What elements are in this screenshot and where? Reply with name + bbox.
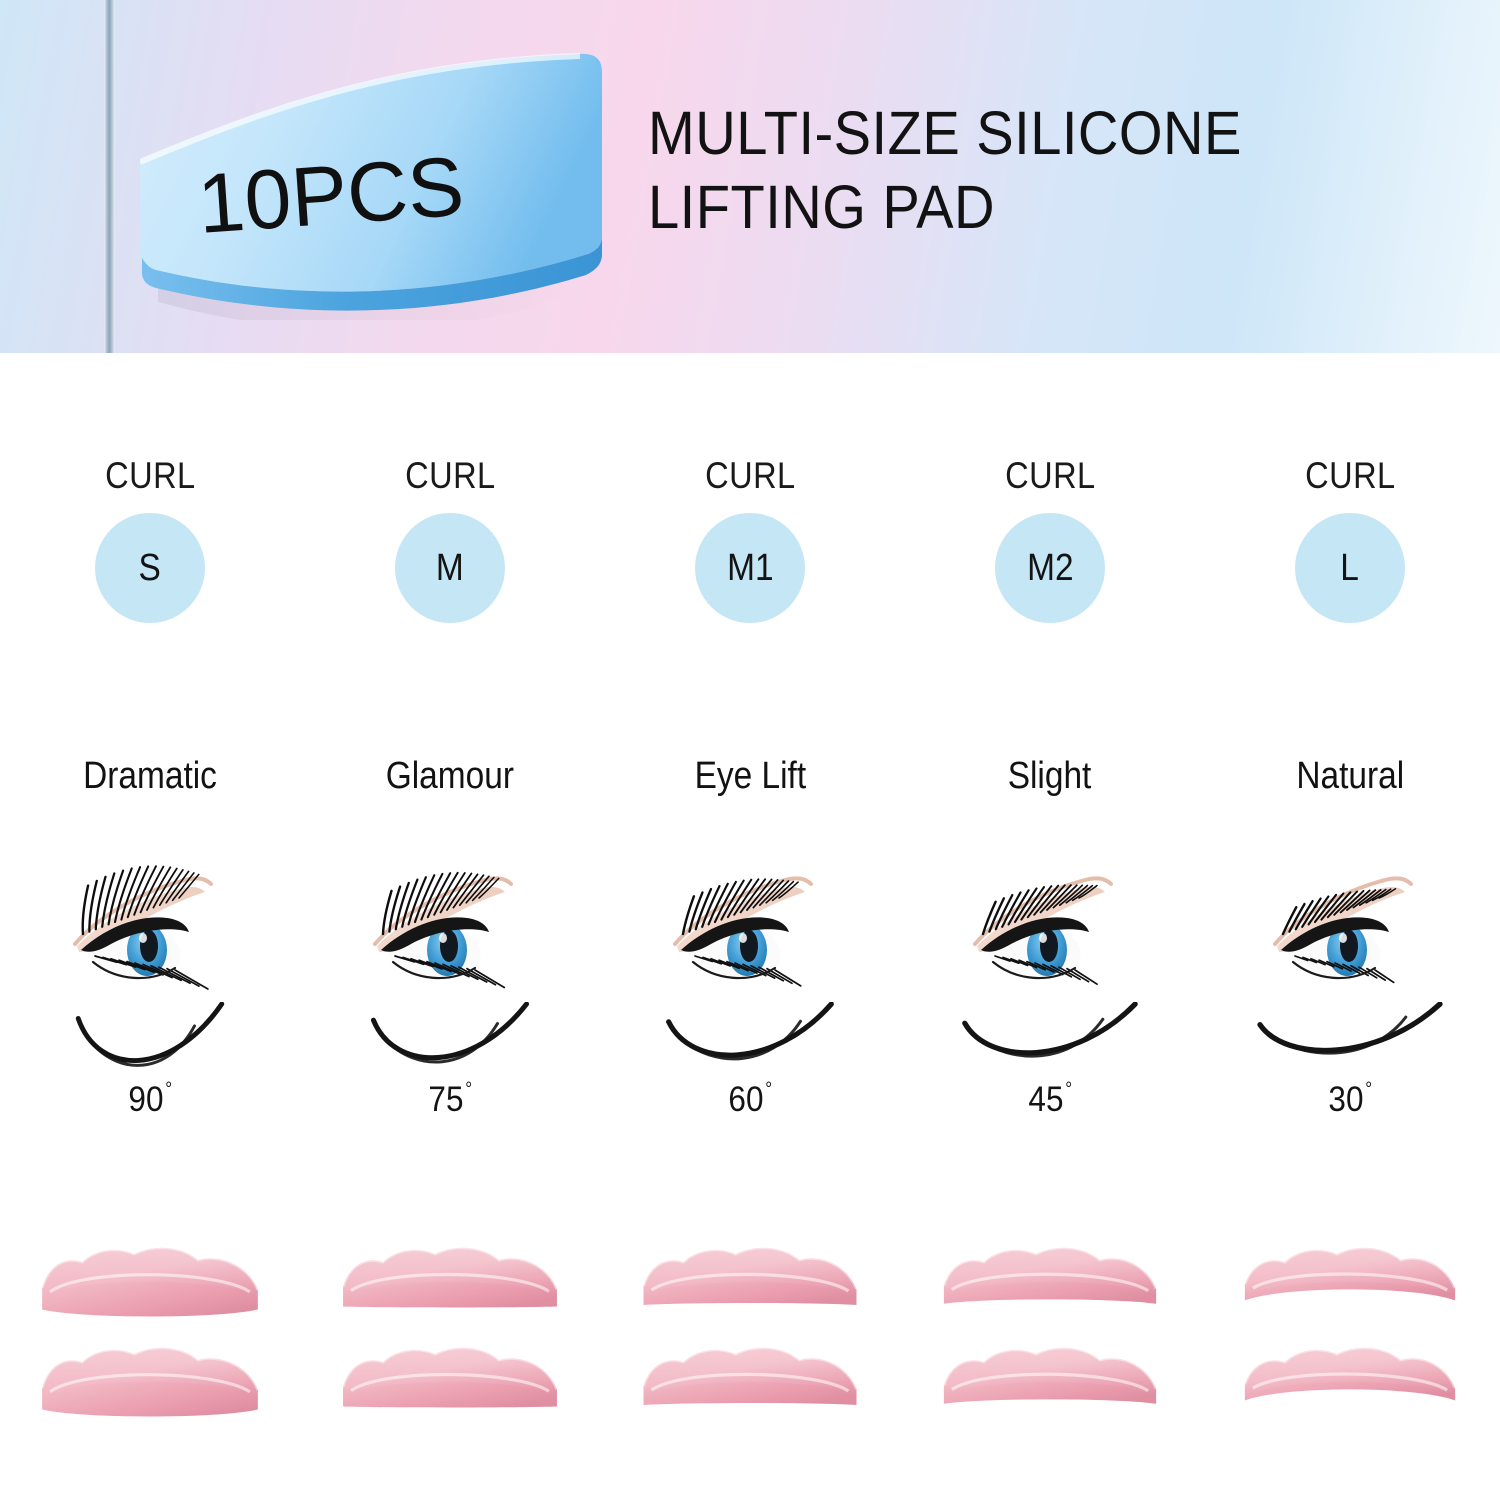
style-col-2: Glamour — [300, 755, 600, 815]
curl-curve-90 — [45, 1001, 255, 1077]
curl-size-badge: M2 — [995, 513, 1105, 623]
silicone-pad-m1 — [600, 1338, 900, 1448]
pad-col-1 — [0, 1338, 300, 1448]
pieces-ribbon: 10PCS — [138, 48, 610, 331]
silicone-pad-l — [1200, 1238, 1500, 1348]
curl-col-m2: CURL M2 — [900, 455, 1200, 655]
ribbon-badge-text: 10PCS — [195, 139, 467, 251]
curl-curve-60 — [645, 1001, 855, 1077]
page-title: MULTI-SIZE SILICONE LIFTING PAD — [648, 96, 1468, 244]
style-name-label: Glamour — [385, 755, 515, 797]
eye-col-2 — [300, 838, 600, 1008]
pad-col-5 — [1200, 1238, 1500, 1348]
curve-col-4: 45° — [900, 1001, 1200, 1122]
eye-illustration-dramatic — [35, 838, 265, 1003]
curl-col-m1: CURL M1 — [600, 455, 900, 655]
curve-col-3: 60° — [600, 1001, 900, 1122]
curl-curve-30 — [1245, 1001, 1455, 1077]
silicone-pad-s — [0, 1238, 300, 1348]
pad-col-4 — [900, 1238, 1200, 1348]
style-col-4: Slight — [900, 755, 1200, 815]
title-line-1: MULTI-SIZE SILICONE — [648, 99, 1242, 167]
pad-col-5 — [1200, 1338, 1500, 1448]
curl-caption: CURL — [404, 455, 496, 496]
angle-label: 60° — [728, 1079, 772, 1119]
curl-caption: CURL — [1304, 455, 1396, 496]
silicone-pad-l — [1200, 1338, 1500, 1448]
curl-size-badge: S — [95, 513, 205, 623]
eye-col-1 — [0, 838, 300, 1008]
curl-curve-75 — [345, 1001, 555, 1077]
style-col-5: Natural — [1200, 755, 1500, 815]
curl-size-label: M1 — [726, 546, 774, 589]
curl-col-l: CURL L — [1200, 455, 1500, 655]
pad-col-1 — [0, 1238, 300, 1348]
curve-col-5: 30° — [1200, 1001, 1500, 1122]
style-name-row: Dramatic Glamour Eye Lift Slight Natural — [0, 755, 1500, 815]
style-col-1: Dramatic — [0, 755, 300, 815]
eye-col-3 — [600, 838, 900, 1008]
style-name-label: Natural — [1296, 755, 1404, 797]
eye-illustration-glamour — [335, 838, 565, 1003]
curl-caption: CURL — [1004, 455, 1096, 496]
curl-col-m: CURL M — [300, 455, 600, 655]
eye-illustration-slight — [935, 838, 1165, 1003]
pad-col-3 — [600, 1238, 900, 1348]
curl-col-s: CURL S — [0, 455, 300, 655]
silicone-pad-m1 — [600, 1238, 900, 1348]
pad-col-4 — [900, 1338, 1200, 1448]
curve-col-2: 75° — [300, 1001, 600, 1122]
curl-size-label: S — [138, 546, 162, 589]
silicone-pad-row-top — [0, 1238, 1500, 1348]
angle-label: 75° — [428, 1079, 472, 1119]
angle-label: 30° — [1328, 1079, 1372, 1119]
curl-size-badge: M1 — [695, 513, 805, 623]
eye-illustration-natural — [1235, 838, 1465, 1003]
curl-caption: CURL — [704, 455, 796, 496]
style-name-label: Slight — [1008, 755, 1092, 797]
eye-col-4 — [900, 838, 1200, 1008]
curve-angle-row: 90° 75° 60° 45° 30° — [0, 1001, 1500, 1122]
curve-col-1: 90° — [0, 1001, 300, 1122]
header-banner: 10PCS MULTI-SIZE SILICONE LIFTING PAD — [0, 0, 1500, 353]
title-line-2: LIFTING PAD — [648, 173, 996, 241]
angle-label: 90° — [128, 1079, 172, 1119]
ribbon-shape: 10PCS — [138, 53, 602, 331]
silicone-pad-s — [0, 1338, 300, 1448]
pad-col-2 — [300, 1338, 600, 1448]
curl-size-label: L — [1340, 546, 1360, 589]
eye-illustration-eye-lift — [635, 838, 865, 1003]
silicone-pad-row-bottom — [0, 1338, 1500, 1448]
curl-size-badge: M — [395, 513, 505, 623]
curl-size-label: M2 — [1026, 546, 1074, 589]
curl-size-badge: L — [1295, 513, 1405, 623]
angle-label: 45° — [1028, 1079, 1072, 1119]
eye-col-5 — [1200, 838, 1500, 1008]
silicone-pad-m — [300, 1238, 600, 1348]
curl-size-label: M — [436, 546, 464, 589]
curl-size-row: CURL S CURL M CURL M1 CURL M2 CURL — [0, 455, 1500, 655]
curl-caption: CURL — [104, 455, 196, 496]
eye-illustration-row — [0, 838, 1500, 1008]
style-name-label: Dramatic — [83, 755, 217, 797]
pad-col-2 — [300, 1238, 600, 1348]
silicone-pad-m2 — [900, 1338, 1200, 1448]
pad-col-3 — [600, 1338, 900, 1448]
silicone-pad-m — [300, 1338, 600, 1448]
curl-curve-45 — [945, 1001, 1155, 1077]
vertical-divider-line — [104, 0, 115, 353]
style-col-3: Eye Lift — [600, 755, 900, 815]
style-name-label: Eye Lift — [694, 755, 806, 797]
silicone-pad-m2 — [900, 1238, 1200, 1348]
